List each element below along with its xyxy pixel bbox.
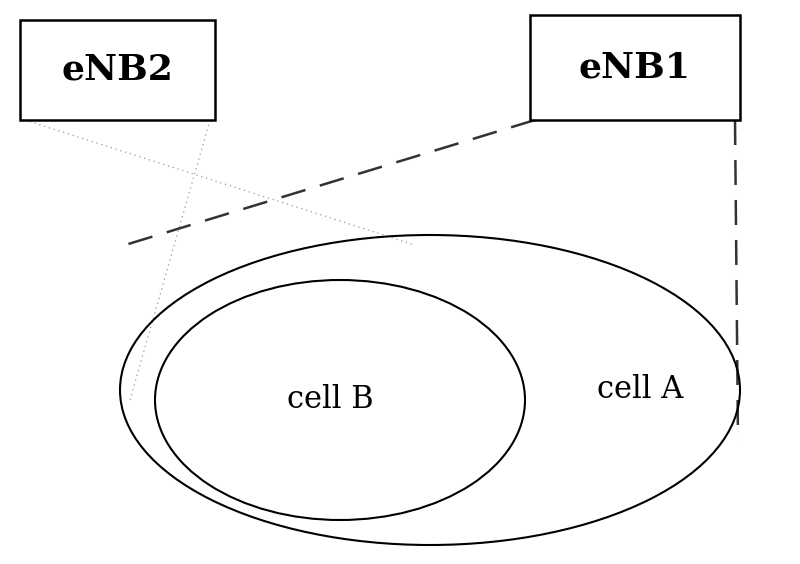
Text: cell A: cell A <box>597 374 683 406</box>
FancyBboxPatch shape <box>20 20 215 120</box>
Text: eNB2: eNB2 <box>62 53 174 87</box>
Text: eNB1: eNB1 <box>579 51 691 85</box>
FancyBboxPatch shape <box>530 15 740 120</box>
Text: cell B: cell B <box>286 385 374 416</box>
